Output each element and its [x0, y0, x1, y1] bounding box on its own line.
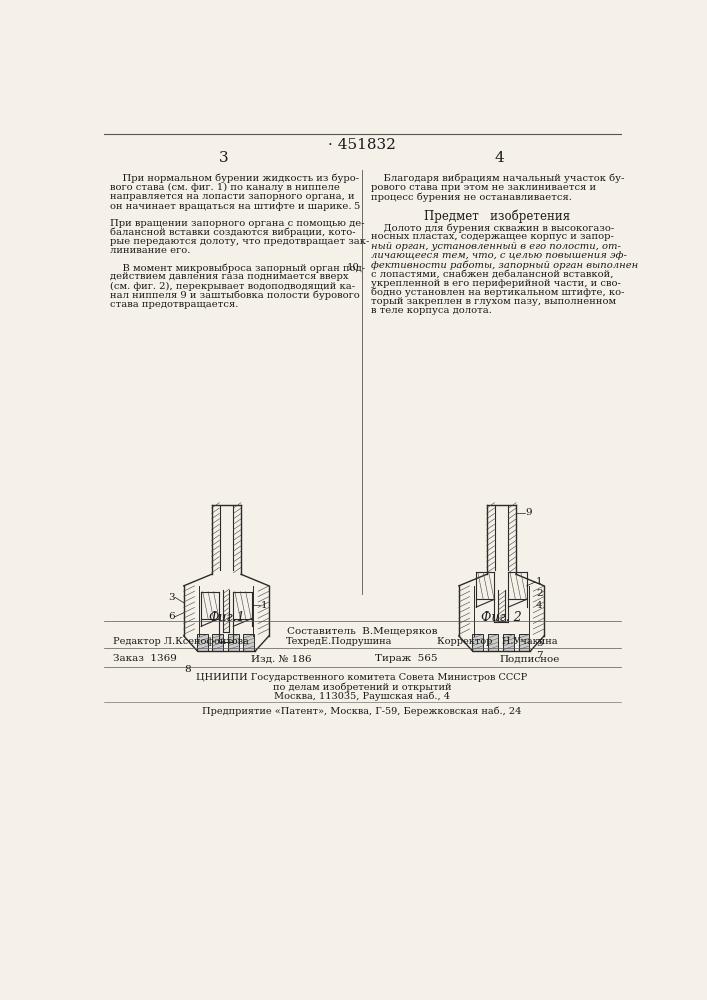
Text: 2: 2: [536, 589, 542, 598]
Text: 1: 1: [261, 601, 267, 610]
Text: по делам изобретений и открытий: по делам изобретений и открытий: [273, 682, 451, 692]
Text: Редактор Л.Ксенофонтова: Редактор Л.Ксенофонтова: [113, 637, 249, 646]
Text: рые передаются долоту, что предотвращает зак-: рые передаются долоту, что предотвращает…: [110, 237, 370, 246]
Text: ный орган, установленный в его полости, от-: ный орган, установленный в его полости, …: [371, 242, 621, 251]
Text: 10: 10: [346, 263, 360, 272]
Text: носных пластах, содержащее корпус и запор-: носных пластах, содержащее корпус и запо…: [371, 232, 614, 241]
Text: 5: 5: [536, 639, 542, 648]
Text: Составитель  В.Мещеряков: Составитель В.Мещеряков: [287, 627, 437, 636]
Text: направляется на лопасти запорного органа, и: направляется на лопасти запорного органа…: [110, 192, 355, 201]
Text: Фиг.1: Фиг.1: [208, 611, 245, 624]
Text: 5: 5: [354, 202, 360, 211]
Text: линивание его.: линивание его.: [110, 246, 190, 255]
Text: Корректор   Н.Учакина: Корректор Н.Учакина: [437, 637, 558, 646]
Text: бодно установлен на вертикальном штифте, ко-: бодно установлен на вертикальном штифте,…: [371, 288, 625, 297]
Bar: [212, 634, 223, 651]
Text: укрепленной в его периферийной части, и сво-: укрепленной в его периферийной части, и …: [371, 279, 621, 288]
Text: Москва, 113035, Раушская наб., 4: Москва, 113035, Раушская наб., 4: [274, 691, 450, 701]
Bar: [243, 634, 255, 651]
Text: Предприятие «Патент», Москва, Г-59, Бережковская наб., 24: Предприятие «Патент», Москва, Г-59, Бере…: [202, 707, 522, 716]
Text: Изд. № 186: Изд. № 186: [251, 654, 312, 663]
Bar: [197, 634, 208, 651]
Text: фективности работы, запорный орган выполнен: фективности работы, запорный орган выпол…: [371, 260, 638, 270]
Text: 4: 4: [536, 601, 542, 610]
Text: торый закреплен в глухом пазу, выполненном: торый закреплен в глухом пазу, выполненн…: [371, 297, 617, 306]
Text: Долото для бурения скважин в высокогазо-: Долото для бурения скважин в высокогазо-: [371, 223, 614, 233]
Text: балансной вставки создаются вибрации, кото-: балансной вставки создаются вибрации, ко…: [110, 228, 356, 237]
Text: личающееся тем, что, с целью повышения эф-: личающееся тем, что, с целью повышения э…: [371, 251, 627, 260]
Text: 9: 9: [525, 508, 532, 517]
Text: с лопастями, снабжен дебалансной вставкой,: с лопастями, снабжен дебалансной вставко…: [371, 269, 614, 278]
Text: Фиг. 2: Фиг. 2: [481, 611, 522, 624]
Text: (см. фиг. 2), перекрывает водоподводящий ка-: (см. фиг. 2), перекрывает водоподводящий…: [110, 282, 355, 291]
Text: При нормальном бурении жидкость из буро-: При нормальном бурении жидкость из буро-: [110, 174, 359, 183]
Text: 4: 4: [494, 151, 504, 165]
Bar: [503, 634, 514, 651]
Text: Предмет   изобретения: Предмет изобретения: [424, 209, 571, 223]
Text: Тираж  565: Тираж 565: [375, 654, 438, 663]
Text: действием давления газа поднимается вверх: действием давления газа поднимается ввер…: [110, 272, 349, 281]
Text: в теле корпуса долота.: в теле корпуса долота.: [371, 306, 492, 315]
Text: вого става (см. фиг. 1) по каналу в ниппеле: вого става (см. фиг. 1) по каналу в нипп…: [110, 183, 340, 192]
Text: ЦНИИПИ Государственного комитета Совета Министров СССР: ЦНИИПИ Государственного комитета Совета …: [197, 673, 527, 682]
Text: 3: 3: [168, 593, 175, 602]
Text: Благодаря вибрациям начальный участок бу-: Благодаря вибрациям начальный участок бу…: [371, 174, 624, 183]
Text: При вращении запорного органа с помощью де-: При вращении запорного органа с помощью …: [110, 219, 365, 228]
Text: Подписное: Подписное: [499, 654, 559, 663]
Text: нал ниппеля 9 и заштыбовка полости бурового: нал ниппеля 9 и заштыбовка полости буров…: [110, 291, 360, 300]
Bar: [228, 634, 239, 651]
Text: В момент микровыброса запорный орган под-: В момент микровыброса запорный орган под…: [110, 263, 366, 273]
Text: 8: 8: [185, 665, 191, 674]
Text: 3: 3: [219, 151, 229, 165]
Bar: [488, 634, 498, 651]
Text: · 451832: · 451832: [328, 138, 396, 152]
Text: 7: 7: [536, 651, 542, 660]
Text: ТехредЕ.Подрушина: ТехредЕ.Подрушина: [286, 637, 392, 646]
Bar: [472, 634, 483, 651]
Text: 1: 1: [536, 578, 542, 586]
Text: Заказ  1369: Заказ 1369: [113, 654, 177, 663]
Text: рового става при этом не заклинивается и: рового става при этом не заклинивается и: [371, 183, 597, 192]
Text: става предотвращается.: става предотвращается.: [110, 300, 238, 309]
Text: процесс бурения не останавливается.: процесс бурения не останавливается.: [371, 192, 572, 202]
Text: 6: 6: [168, 612, 175, 621]
Text: он начинает вращаться на штифте и шарике.: он начинает вращаться на штифте и шарике…: [110, 202, 351, 211]
Bar: [518, 634, 530, 651]
